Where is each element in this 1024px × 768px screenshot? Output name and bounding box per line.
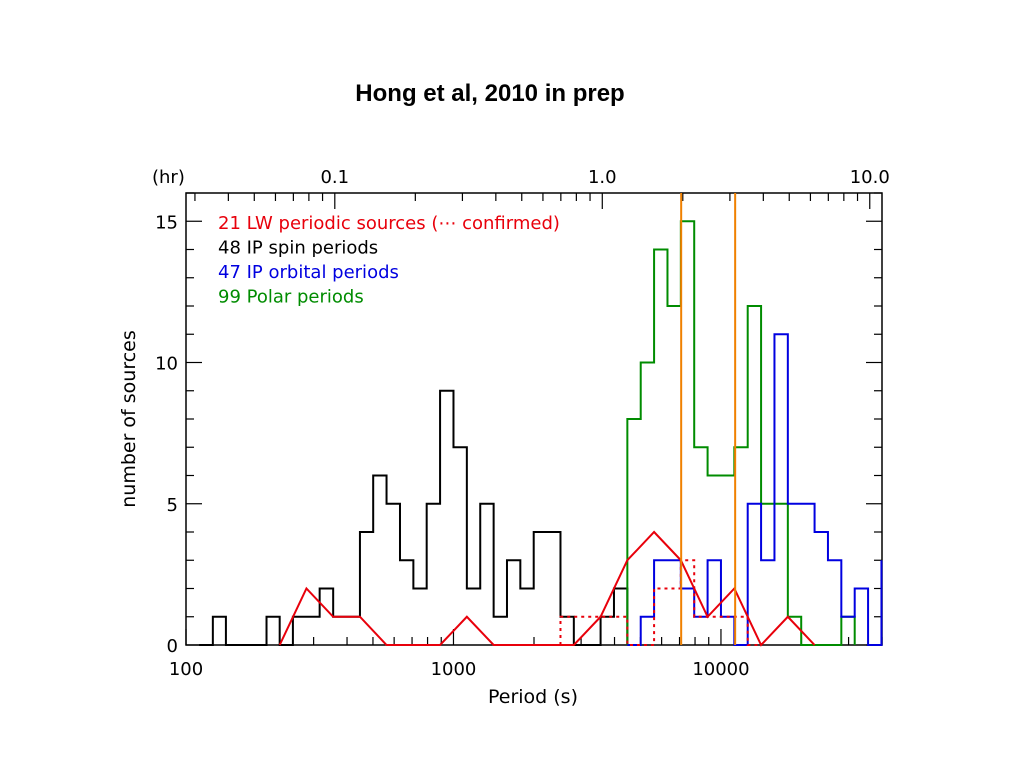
series-ip-spin-periods <box>199 389 629 646</box>
data-series <box>199 220 883 647</box>
y-tick-label: 15 <box>155 212 178 233</box>
legend-entry: 21 LW periodic sources (⋯ confirmed) <box>218 213 560 234</box>
legend-entry: 48 IP spin periods <box>218 238 378 259</box>
top-tick-label: 1.0 <box>588 167 617 188</box>
x-tick-label: 100 <box>169 659 203 680</box>
legend-entry: 99 Polar periods <box>218 287 364 308</box>
series-ip-orbital-periods <box>627 333 883 646</box>
y-tick-label: 5 <box>167 495 178 516</box>
series-polar-periods <box>626 220 856 646</box>
x-axis-title: Period (s) <box>488 686 578 708</box>
tick-labels: 100 1000 10000 0.1 1.0 10.0 0 5 10 15 <box>155 167 890 680</box>
series-lw-periodic-sources-confirmed <box>559 559 762 646</box>
top-axis-unit: (hr) <box>152 167 185 188</box>
legend: 21 LW periodic sources (⋯ confirmed) 48 I… <box>218 213 560 308</box>
legend-entry: 47 IP orbital periods <box>218 262 399 283</box>
y-tick-label: 10 <box>155 354 178 375</box>
y-axis-title: number of sources <box>118 330 140 508</box>
reference-lines <box>680 193 737 645</box>
series-lw-periodic-sources <box>278 530 816 647</box>
x-tick-label: 10000 <box>692 659 749 680</box>
page-title: Hong et al, 2010 in prep <box>355 80 625 107</box>
x-tick-label: 1000 <box>431 659 477 680</box>
top-tick-label: 10.0 <box>850 167 890 188</box>
top-tick-label: 0.1 <box>320 167 349 188</box>
y-tick-label: 0 <box>167 636 178 657</box>
